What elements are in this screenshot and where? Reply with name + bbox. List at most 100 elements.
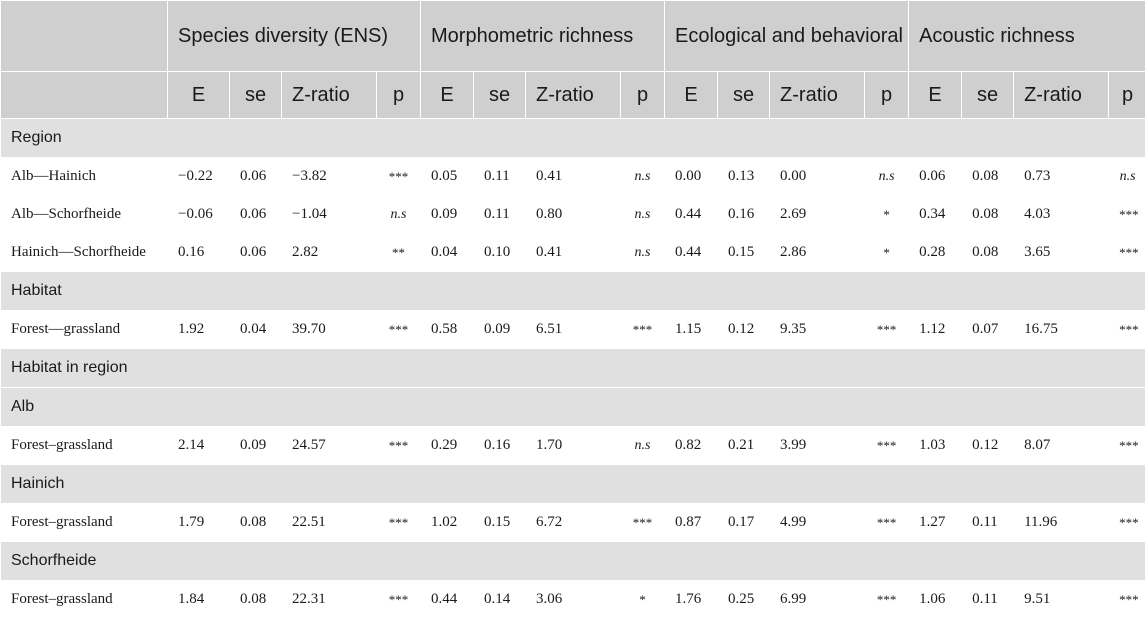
p-value: * (864, 195, 910, 234)
se-value: 0.06 (229, 195, 282, 234)
z-ratio-value: 6.99 (769, 580, 866, 619)
row-label-header (0, 0, 168, 72)
e-value: 0.44 (664, 195, 719, 234)
se-value: 0.15 (717, 233, 771, 272)
z-ratio-value: 4.03 (1013, 195, 1110, 234)
se-value: 0.09 (473, 310, 526, 349)
section-title: Schorfheide (0, 541, 1145, 581)
e-value: 0.34 (908, 195, 963, 234)
e-value: −0.06 (167, 195, 230, 234)
p-value: *** (376, 580, 421, 619)
group-header-species-diversity: Species diversity (ENS) (167, 0, 421, 72)
p-value: *** (619, 503, 666, 542)
p-value: * (619, 580, 666, 619)
table-body: Region Alb—Hainich −0.22 0.06 −3.82 *** 0.05 0.… (0, 118, 1145, 619)
z-ratio-value: 22.31 (281, 580, 377, 619)
subheader-row: E se Z-ratio p E se Z-ratio p E se Z-rat… (0, 71, 1145, 119)
subheader-e: E (420, 71, 474, 119)
se-value: 0.14 (473, 580, 526, 619)
subheader-e: E (908, 71, 963, 119)
z-ratio-value: 39.70 (281, 310, 377, 349)
z-ratio-value: 1.70 (525, 426, 621, 465)
p-value: n.s (864, 157, 910, 196)
group-header-morphometric-richness: Morphometric richness (419, 0, 666, 72)
subheader-z-ratio: Z-ratio (769, 71, 866, 119)
p-value: *** (376, 157, 421, 196)
p-value: *** (376, 503, 421, 542)
se-value: 0.16 (473, 426, 526, 465)
group-header-acoustic-richness: Acoustic richness (908, 0, 1145, 72)
table-row: Alb—Schorfheide −0.06 0.06 −1.04 n.s 0.09 0.11… (0, 195, 1145, 234)
se-value: 0.07 (961, 310, 1015, 349)
z-ratio-value: 2.82 (281, 233, 377, 272)
subheader-e: E (167, 71, 230, 119)
z-ratio-value: 16.75 (1013, 310, 1110, 349)
row-label: Forest—grassland (0, 310, 168, 349)
se-value: 0.15 (473, 503, 526, 542)
z-ratio-value: 24.57 (281, 426, 377, 465)
e-value: 1.06 (908, 580, 963, 619)
z-ratio-value: 2.69 (769, 195, 866, 234)
se-value: 0.21 (717, 426, 771, 465)
e-value: 1.15 (664, 310, 719, 349)
se-value: 0.08 (229, 503, 282, 542)
subheader-e: E (664, 71, 719, 119)
p-value: *** (864, 580, 910, 619)
e-value: 0.87 (664, 503, 719, 542)
p-value: n.s (376, 195, 421, 234)
table-row: Forest—grassland 1.92 0.04 39.70 *** 0.58 0.09… (0, 310, 1145, 349)
e-value: 1.76 (664, 580, 719, 619)
section-title: Alb (0, 387, 1145, 427)
se-value: 0.17 (717, 503, 771, 542)
z-ratio-value: 6.51 (525, 310, 621, 349)
se-value: 0.11 (473, 157, 526, 196)
section-row-region: Region (0, 118, 1145, 158)
section-title: Habitat (0, 271, 1145, 311)
results-table: Species diversity (ENS) Morphometric ric… (0, 0, 1145, 619)
section-row-schorfheide: Schorfheide (0, 541, 1145, 581)
e-value: 0.44 (664, 233, 719, 272)
e-value: 0.29 (420, 426, 474, 465)
p-value: *** (376, 426, 421, 465)
e-value: 0.44 (420, 580, 474, 619)
table-row: Forest–grassland 2.14 0.09 24.57 *** 0.29 0.16… (0, 426, 1145, 465)
p-value: n.s (1108, 157, 1145, 196)
p-value: *** (1108, 233, 1145, 272)
e-value: 0.04 (420, 233, 474, 272)
p-value: *** (1108, 195, 1145, 234)
p-value: *** (619, 310, 666, 349)
row-label: Hainich—Schorfheide (0, 233, 168, 272)
p-value: *** (1108, 580, 1145, 619)
section-row-habitat-in-region: Habitat in region (0, 348, 1145, 388)
z-ratio-value: 0.41 (525, 157, 621, 196)
e-value: 0.16 (167, 233, 230, 272)
p-value: *** (864, 310, 910, 349)
se-value: 0.11 (473, 195, 526, 234)
e-value: 1.92 (167, 310, 230, 349)
subheader-se: se (229, 71, 282, 119)
z-ratio-value: 0.41 (525, 233, 621, 272)
p-value: * (864, 233, 910, 272)
se-value: 0.12 (717, 310, 771, 349)
p-value: n.s (619, 426, 666, 465)
se-value: 0.10 (473, 233, 526, 272)
se-value: 0.08 (961, 233, 1015, 272)
subheader-p: p (864, 71, 910, 119)
row-label: Forest–grassland (0, 580, 168, 619)
p-value: *** (376, 310, 421, 349)
table-row: Forest–grassland 1.84 0.08 22.31 *** 0.44 0.14… (0, 580, 1145, 619)
group-header-ecological-behavioral-richness: Ecological and behavioral richness (664, 0, 910, 72)
section-row-hainich: Hainich (0, 464, 1145, 504)
p-value: n.s (619, 157, 666, 196)
z-ratio-value: 3.65 (1013, 233, 1110, 272)
z-ratio-value: 3.99 (769, 426, 866, 465)
z-ratio-value: 11.96 (1013, 503, 1110, 542)
z-ratio-value: 22.51 (281, 503, 377, 542)
e-value: 1.84 (167, 580, 230, 619)
z-ratio-value: 9.35 (769, 310, 866, 349)
e-value: 0.58 (420, 310, 474, 349)
z-ratio-value: 4.99 (769, 503, 866, 542)
section-row-habitat: Habitat (0, 271, 1145, 311)
subheader-z-ratio: Z-ratio (525, 71, 621, 119)
z-ratio-value: 6.72 (525, 503, 621, 542)
